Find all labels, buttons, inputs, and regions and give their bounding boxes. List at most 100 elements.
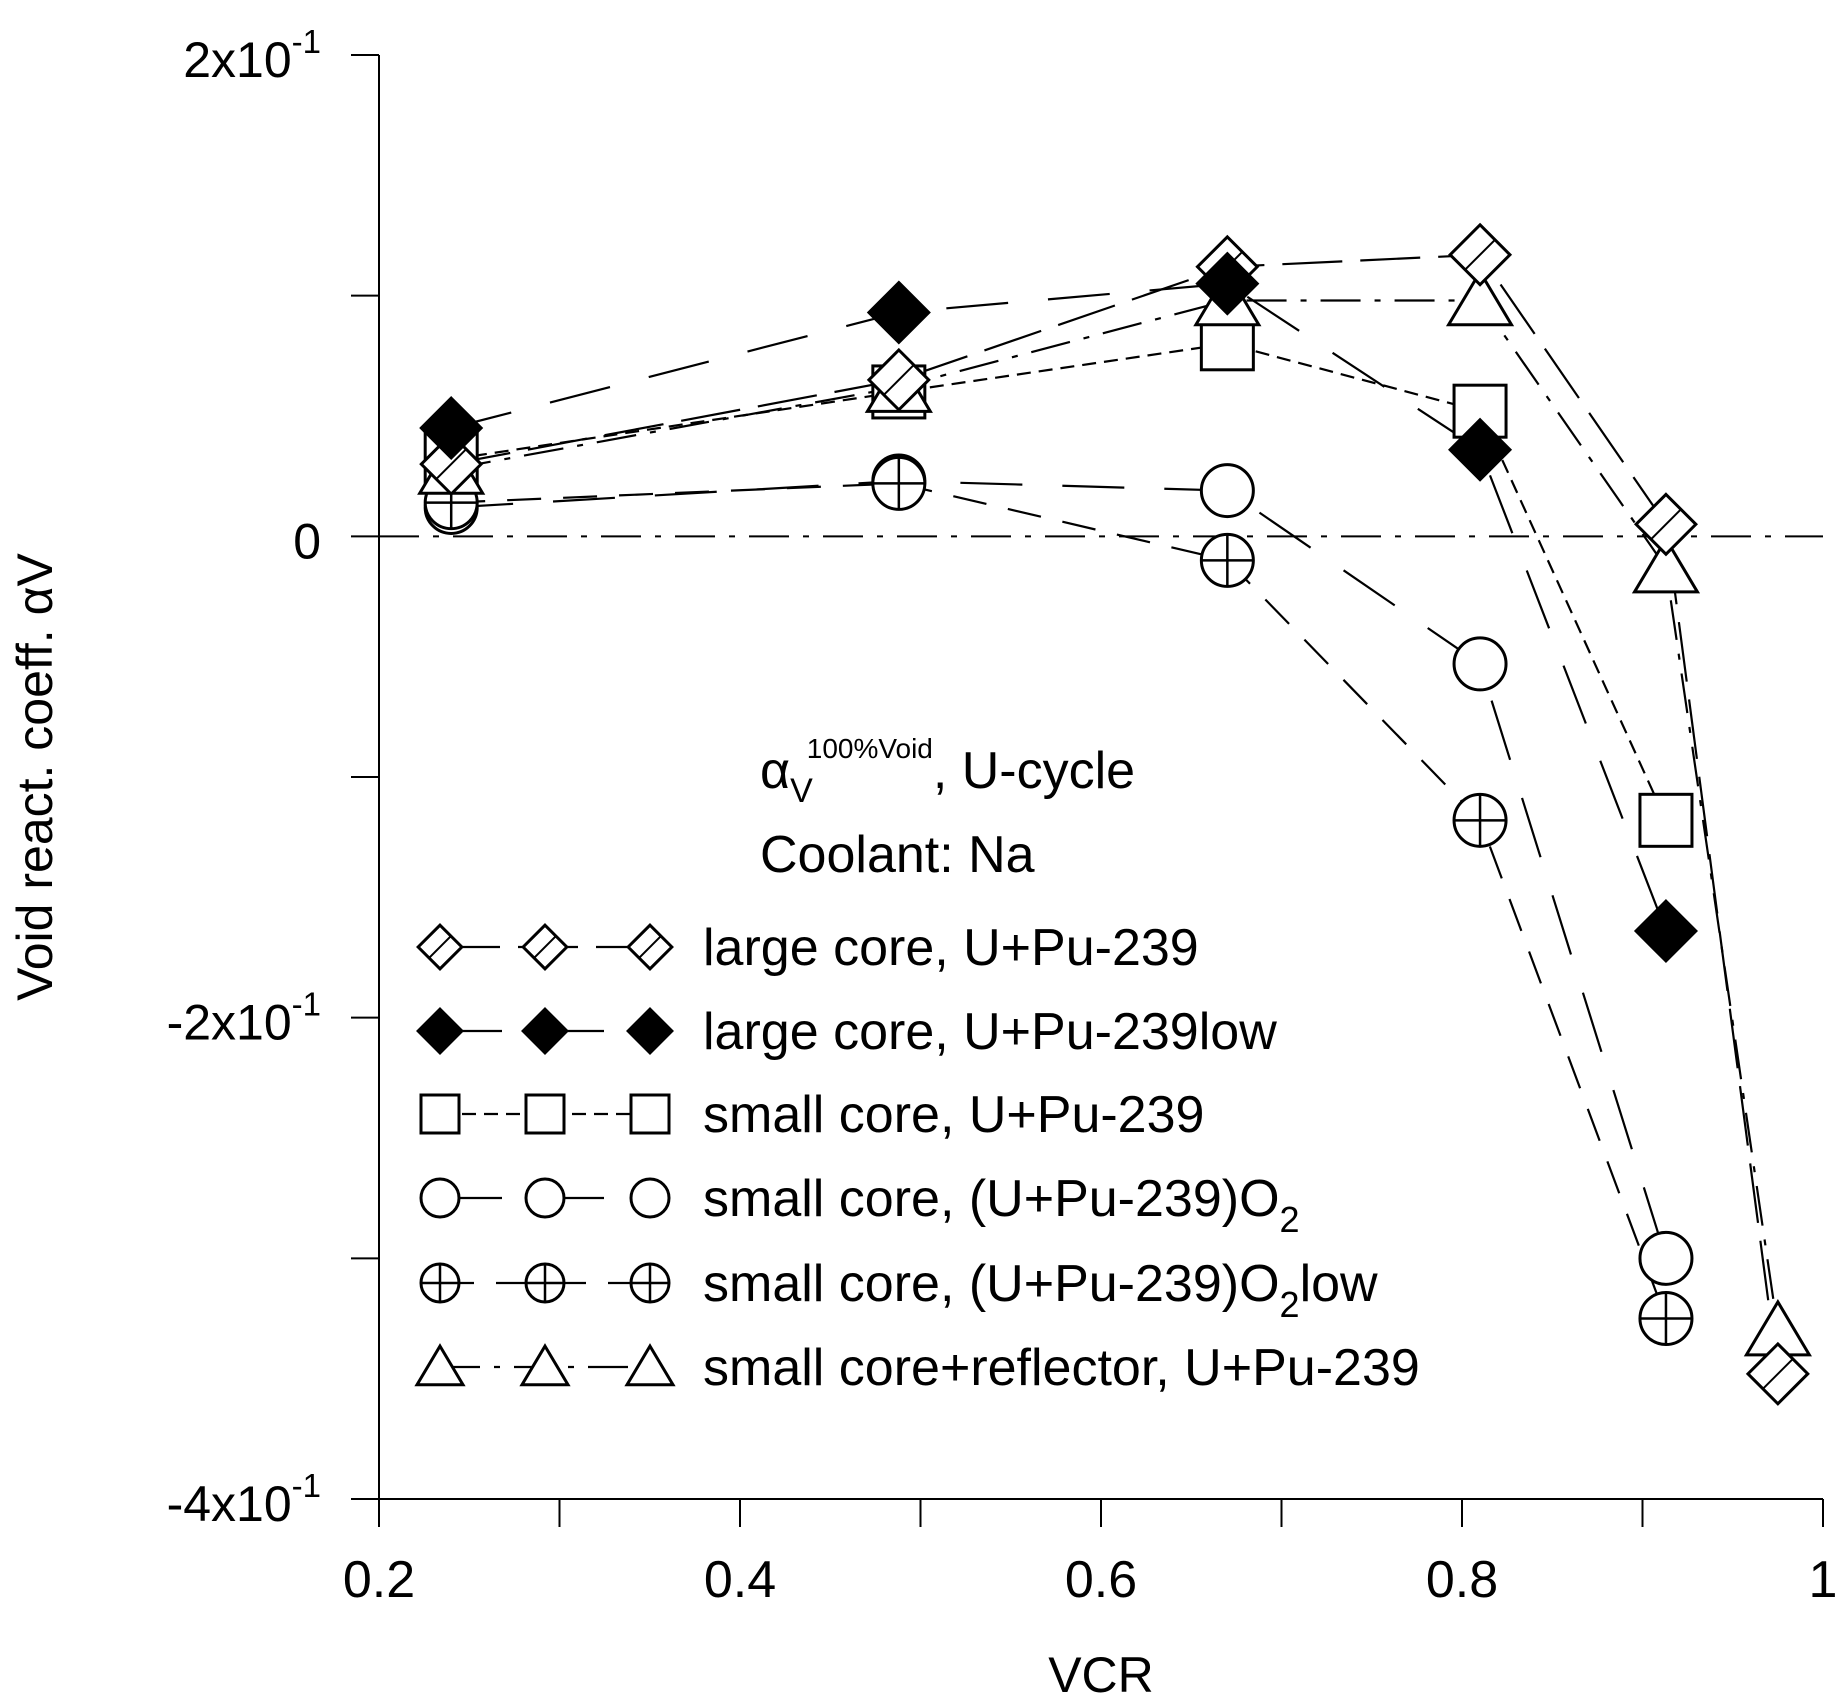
y-axis-title: Void react. coeff. αV	[7, 553, 63, 1001]
legend-label: large core, U+Pu-239	[703, 919, 1199, 977]
legend-marker-3	[626, 1007, 674, 1055]
series-1-point-5-stroke	[1650, 508, 1682, 540]
legend-marker-3	[626, 923, 674, 971]
series-1-point-2-stroke	[883, 364, 915, 396]
legend-marker-1	[416, 923, 464, 971]
y-tick-label-base: -4x10	[167, 1476, 292, 1532]
legend-marker-2-shape	[524, 1177, 566, 1219]
series-2-point-2	[866, 280, 931, 345]
series-1-point-4-stroke	[1464, 239, 1496, 271]
series-2-point-3	[1195, 251, 1260, 316]
series-4-point-5-shape	[1638, 1230, 1694, 1286]
legend-label-text: large core, U+Pu-239low	[703, 1003, 1277, 1061]
series-1-point-2	[866, 347, 931, 412]
legend-marker-2	[524, 1262, 566, 1304]
legend-marker-1-shape	[419, 1177, 461, 1219]
series-line-2	[450, 282, 1668, 932]
annotation-sub: V	[790, 772, 813, 810]
series-2-point-5	[1633, 899, 1698, 964]
legend-label-sub: 2	[1280, 1199, 1300, 1240]
series-line-6	[451, 299, 1779, 1331]
legend-marker-1-shape	[414, 1343, 466, 1387]
y-tick-label-exp: -1	[292, 23, 321, 60]
axes: 2x10-10-2x10-1-4x10-10.2 0.4 0.6 0.8 1VCRVoi…	[7, 23, 1837, 1703]
annotation-title: αV 100%Void, U-cycle	[760, 733, 1135, 810]
legend-marker-2-stroke	[533, 935, 557, 959]
annotation-coolant: Coolant: Na	[760, 826, 1035, 884]
legend-marker-1-shape	[416, 1007, 464, 1055]
series-5-point-2	[871, 455, 927, 511]
series-6-point-4-shape	[1445, 268, 1515, 327]
legend-item-5: small core, (U+Pu-239)O2low	[419, 1255, 1378, 1325]
y-tick-label-4: -4x10-1	[167, 1467, 321, 1532]
series-6-point-5	[1631, 536, 1701, 594]
annotation: αV 100%Void, U-cycle Coolant: Na	[760, 733, 1135, 884]
legend-marker-1	[416, 1007, 464, 1055]
legend-marker-3-shape	[629, 1177, 671, 1219]
series-4-point-3-shape	[1199, 463, 1255, 519]
legend-marker-3	[624, 1343, 676, 1387]
annotation-alpha: α	[760, 742, 790, 800]
annotation-rest: , U-cycle	[933, 742, 1135, 800]
legend-marker-2-shape	[519, 1343, 571, 1387]
legend-marker-2-shape	[524, 1093, 566, 1135]
series-6-point-5-shape	[1631, 536, 1701, 594]
legend-marker-1	[419, 1262, 461, 1304]
series-1-point-6	[1745, 1341, 1810, 1406]
y-tick-label-3: -2x10-1	[167, 986, 321, 1051]
x-tick-label-2: 0.4	[704, 1551, 776, 1609]
y-tick-label-base: 0	[293, 513, 321, 569]
legend-label-text: small core, (U+Pu-239)O	[703, 1255, 1280, 1313]
legend-label: small core, (U+Pu-239)O2low	[703, 1255, 1378, 1325]
x-tick-label-4: 0.8	[1426, 1551, 1498, 1609]
legend-item-2: large core, U+Pu-239low	[416, 1003, 1277, 1061]
series-line-3	[451, 342, 1668, 821]
series-4-point-4-shape	[1452, 636, 1508, 692]
legend-marker-3	[629, 1177, 671, 1219]
legend-marker-3-shape	[624, 1343, 676, 1387]
legend-item-4: small core, (U+Pu-239)O2	[419, 1170, 1300, 1240]
series-2-point-4	[1448, 417, 1513, 482]
legend-marker-2-shape	[521, 1007, 569, 1055]
legend-label-sub: 2	[1280, 1284, 1300, 1325]
y-tick-label-exp: -1	[292, 986, 321, 1023]
legend-marker-1	[419, 1093, 461, 1135]
legend-marker-1-stroke	[428, 935, 452, 959]
series-line-1	[450, 253, 1779, 1375]
series-3-point-5	[1638, 792, 1694, 848]
series-6-point-4	[1445, 268, 1515, 327]
legend-marker-3-shape	[629, 1093, 671, 1135]
series-2-point-3-shape	[1195, 251, 1260, 316]
series-4-point-3	[1199, 463, 1255, 519]
legend-marker-3	[629, 1262, 671, 1304]
series-2-point-1-shape	[419, 396, 484, 461]
legend-label-text: small core+reflector, U+Pu-239	[703, 1339, 1420, 1397]
y-tick-label-base: -2x10	[167, 995, 292, 1051]
legend-marker-2	[521, 1007, 569, 1055]
legend-label-text: small core, U+Pu-239	[703, 1086, 1204, 1144]
series-5-point-3	[1199, 532, 1255, 588]
legend-item-6: small core+reflector, U+Pu-239	[414, 1339, 1420, 1397]
legend-label: small core, U+Pu-239	[703, 1086, 1204, 1144]
series-1-point-5	[1633, 492, 1698, 557]
legend-label-text: large core, U+Pu-239	[703, 919, 1199, 977]
series-markers	[417, 222, 1812, 1406]
series-2-point-5-shape	[1633, 899, 1698, 964]
legend-marker-3-stroke	[638, 935, 662, 959]
y-tick-label-1: 2x10-1	[183, 23, 321, 88]
legend-label-tail: low	[1300, 1255, 1378, 1313]
legend-label: small core+reflector, U+Pu-239	[703, 1339, 1420, 1397]
legend-item-1: large core, U+Pu-239	[416, 919, 1199, 977]
legend-marker-3-shape	[626, 1007, 674, 1055]
series-2-point-1	[419, 396, 484, 461]
y-tick-label-2: 0	[293, 513, 321, 569]
series-5-point-4	[1452, 792, 1508, 848]
legend-label: small core, (U+Pu-239)O2	[703, 1170, 1300, 1240]
legend-marker-3	[629, 1093, 671, 1135]
series-4-point-4	[1452, 636, 1508, 692]
legend-marker-2	[519, 1343, 571, 1387]
x-tick-label-1: 0.2	[343, 1551, 415, 1609]
legend: large core, U+Pu-239 large core, U+Pu-239…	[414, 919, 1420, 1397]
legend-label-text: small core, (U+Pu-239)O	[703, 1170, 1280, 1228]
legend-marker-1	[419, 1177, 461, 1219]
